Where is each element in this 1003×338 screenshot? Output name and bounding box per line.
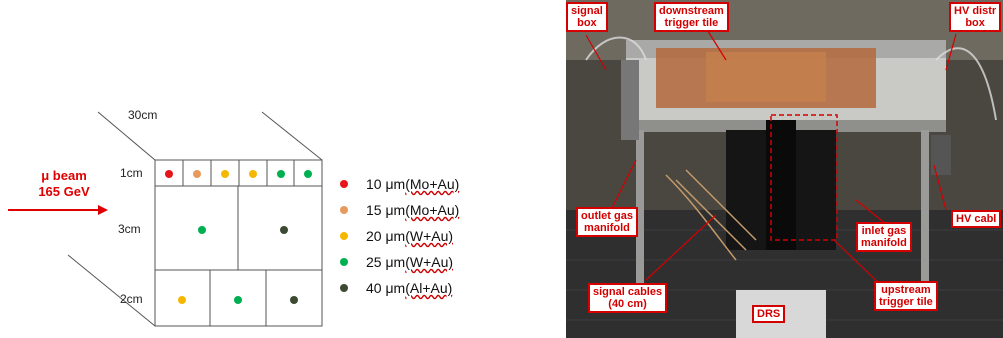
dot-10um-r1c1	[165, 170, 173, 178]
beam-arrow-icon	[8, 205, 108, 215]
label-drs: DRS	[752, 305, 786, 323]
perspective-line-top-right	[261, 111, 323, 161]
dot-25um-r3c2	[234, 296, 242, 304]
dot-40um-r2c2	[280, 226, 288, 234]
diagram-lines	[67, 111, 323, 327]
label-signal-cables: signal cables (40 cm)	[588, 283, 668, 313]
legend-dot	[340, 284, 348, 292]
legend-dot	[340, 180, 348, 188]
label-hv-distr-box: HV distr box	[949, 2, 1002, 32]
label-outlet-gas-manifold: outlet gas manifold	[576, 207, 638, 237]
dim-width-label: 30cm	[128, 108, 158, 122]
legend-dot	[340, 206, 348, 214]
dot-25um-r2c1	[198, 226, 206, 234]
legend-dot	[340, 258, 348, 266]
legend-item-25um: 25 μm (W+Au)	[340, 252, 453, 272]
label-upstream-trigger-tile: upstream trigger tile	[874, 281, 938, 311]
dot-20um-r1c4	[249, 170, 257, 178]
legend-item-15um: 15 μm (Mo+Au)	[340, 200, 459, 220]
label-hv-cable: HV cabl	[951, 210, 1002, 228]
label-signal-box: signal box	[566, 2, 608, 32]
label-inlet-gas-manifold: inlet gas manifold	[856, 222, 912, 252]
detector-layout-diagram: μ beam 165 GeV 30cm 1cm 3cm 2cm 10 μm (M…	[8, 108, 459, 327]
dim-row1-label: 1cm	[120, 166, 143, 180]
label-downstream-trigger-tile: downstream trigger tile	[654, 2, 729, 32]
perspective-line-top-left	[97, 111, 156, 161]
legend-dot	[340, 232, 348, 240]
perspective-line-bottom-left	[67, 254, 156, 327]
beam-label: μ beam 165 GeV	[38, 168, 90, 199]
dot-40um-r3c3	[290, 296, 298, 304]
legend-item-20um: 20 μm (W+Au)	[340, 226, 453, 246]
dim-row3-label: 2cm	[120, 292, 143, 306]
legend-item-10um: 10 μm (Mo+Au)	[340, 174, 459, 194]
dot-15um-r1c2	[193, 170, 201, 178]
dot-25um-r1c5	[277, 170, 285, 178]
legend-item-40um: 40 μm (Al+Au)	[340, 278, 452, 298]
dim-row2-label: 3cm	[118, 222, 141, 236]
dot-20um-r3c1	[178, 296, 186, 304]
dot-25um-r1c6	[304, 170, 312, 178]
dot-20um-r1c3	[221, 170, 229, 178]
setup-photo: signal box downstream trigger tile HV di…	[566, 0, 1003, 338]
